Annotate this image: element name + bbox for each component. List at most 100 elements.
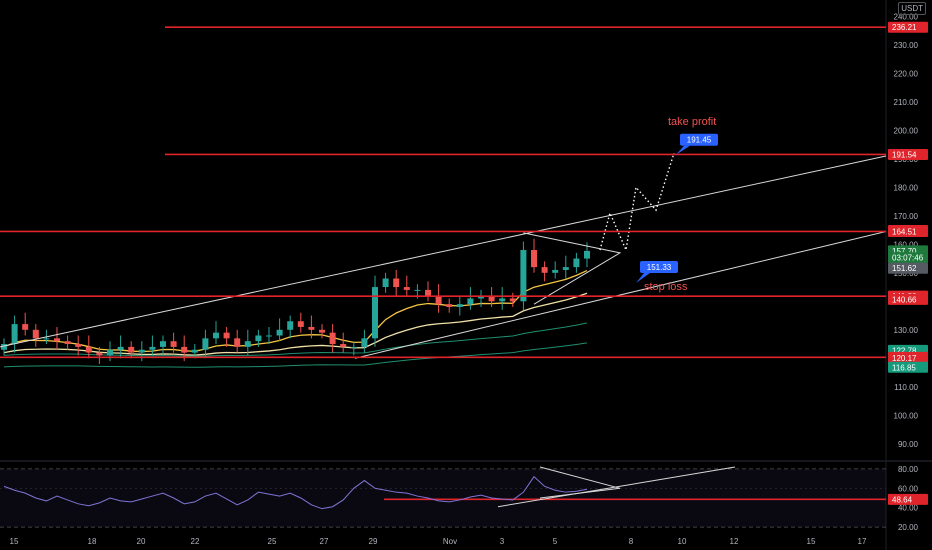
candle[interactable] — [552, 261, 559, 279]
candle[interactable] — [446, 298, 453, 313]
candle[interactable] — [128, 341, 135, 359]
candle[interactable] — [244, 329, 251, 356]
candle-body[interactable] — [372, 287, 378, 339]
candle-body[interactable] — [541, 267, 548, 273]
candle[interactable] — [456, 295, 463, 316]
candle[interactable] — [1, 338, 7, 356]
trendlines[interactable] — [0, 152, 887, 359]
candle[interactable] — [425, 281, 431, 302]
candle[interactable] — [488, 287, 495, 307]
candle-body[interactable] — [340, 344, 347, 347]
candle-body[interactable] — [1, 344, 7, 350]
candle-body[interactable] — [160, 341, 166, 347]
candle-body[interactable] — [43, 338, 50, 340]
candle-body[interactable] — [319, 329, 325, 333]
stop-loss-callout[interactable]: 151.33 — [636, 261, 678, 284]
rsi-panel[interactable]: 80.00 60.00 40.00 20.00 48.64 — [0, 465, 928, 532]
candle-body[interactable] — [170, 341, 177, 347]
candle[interactable] — [191, 344, 198, 359]
candle[interactable] — [531, 238, 537, 273]
candle[interactable] — [276, 318, 283, 342]
candle-body[interactable] — [584, 250, 590, 259]
candle[interactable] — [223, 326, 230, 347]
candle[interactable] — [22, 312, 29, 336]
trade-annotations[interactable]: take profit 191.45 151.33 stop loss — [636, 116, 718, 293]
candle-body[interactable] — [329, 332, 336, 345]
candles[interactable] — [1, 238, 590, 364]
candle[interactable] — [329, 324, 336, 353]
candle-body[interactable] — [85, 346, 92, 353]
callout-box[interactable] — [640, 261, 678, 274]
candle[interactable] — [11, 315, 18, 353]
candle[interactable] — [435, 284, 442, 313]
candle-body[interactable] — [96, 352, 103, 356]
candle[interactable] — [234, 329, 241, 353]
candle[interactable] — [319, 324, 325, 339]
candle[interactable] — [393, 269, 400, 296]
lower-channel-line[interactable] — [354, 231, 887, 359]
candle-body[interactable] — [244, 341, 251, 347]
candle[interactable] — [287, 315, 294, 339]
candle-body[interactable] — [202, 338, 209, 350]
candle-body[interactable] — [107, 349, 113, 356]
candle-body[interactable] — [382, 278, 389, 288]
candle-body[interactable] — [138, 349, 145, 353]
candle[interactable] — [202, 329, 209, 359]
candle[interactable] — [541, 261, 548, 282]
candle-body[interactable] — [213, 332, 219, 339]
candle[interactable] — [340, 332, 347, 353]
candle-body[interactable] — [488, 295, 495, 302]
candle-body[interactable] — [234, 338, 241, 347]
candle[interactable] — [562, 255, 569, 279]
candle-body[interactable] — [446, 304, 453, 307]
candle[interactable] — [54, 326, 60, 350]
candle[interactable] — [478, 289, 484, 307]
candle[interactable] — [499, 287, 506, 310]
candle[interactable] — [509, 292, 516, 307]
candle-body[interactable] — [499, 298, 506, 302]
candle-body[interactable] — [403, 287, 410, 290]
triangle-pattern[interactable] — [523, 232, 622, 305]
candle[interactable] — [520, 241, 527, 310]
candle-body[interactable] — [467, 298, 474, 305]
candle-body[interactable] — [393, 278, 400, 288]
candle-body[interactable] — [255, 335, 262, 342]
candle-body[interactable] — [117, 346, 124, 350]
candle[interactable] — [149, 335, 156, 356]
rsi-line[interactable] — [3, 475, 588, 510]
candle-body[interactable] — [425, 289, 431, 296]
candle[interactable] — [350, 341, 357, 356]
candle[interactable] — [160, 335, 166, 356]
rsi-trendline[interactable] — [497, 466, 736, 508]
candle-body[interactable] — [573, 258, 580, 268]
candle[interactable] — [96, 346, 103, 364]
candle-body[interactable] — [276, 329, 283, 336]
candle-body[interactable] — [223, 332, 230, 339]
candle[interactable] — [64, 335, 71, 350]
candle-body[interactable] — [562, 267, 569, 270]
callout-box[interactable] — [680, 133, 718, 146]
candle-body[interactable] — [435, 295, 442, 305]
candle-body[interactable] — [64, 341, 71, 345]
take-profit-callout[interactable]: 191.45 — [676, 133, 718, 155]
candle[interactable] — [266, 326, 272, 345]
candle[interactable] — [117, 335, 124, 359]
candle[interactable] — [75, 335, 82, 356]
candle-body[interactable] — [149, 346, 156, 350]
candle-body[interactable] — [414, 289, 421, 291]
candle[interactable] — [308, 315, 315, 339]
candle-body[interactable] — [75, 344, 82, 347]
candle-body[interactable] — [478, 295, 484, 299]
candle[interactable] — [255, 329, 262, 347]
candle[interactable] — [382, 272, 389, 293]
candle[interactable] — [297, 312, 304, 333]
candle[interactable] — [467, 287, 474, 310]
candle-body[interactable] — [308, 326, 315, 330]
candle-body[interactable] — [297, 321, 304, 327]
candle[interactable] — [372, 275, 378, 347]
upper-channel-line[interactable] — [0, 155, 887, 348]
candle-body[interactable] — [32, 329, 39, 339]
candle-body[interactable] — [54, 338, 60, 342]
candle-body[interactable] — [191, 349, 198, 353]
